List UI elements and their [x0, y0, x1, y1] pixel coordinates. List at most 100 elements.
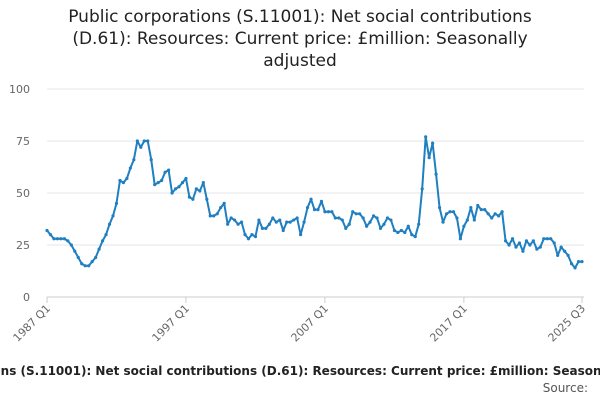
data-point: [569, 262, 574, 266]
data-point: [187, 195, 192, 199]
data-point: [48, 233, 53, 237]
data-point: [406, 224, 410, 228]
data-point: [305, 205, 310, 210]
data-point: [104, 233, 108, 237]
data-point: [212, 214, 216, 218]
data-point: [545, 237, 549, 241]
data-point: [239, 220, 244, 224]
data-point: [576, 260, 581, 264]
data-point: [166, 168, 171, 172]
data-point: [351, 210, 355, 214]
data-point: [476, 203, 480, 208]
data-point: [45, 228, 49, 233]
data-point: [385, 216, 390, 220]
x-tick-label: 2025 Q3: [546, 302, 589, 345]
data-point: [83, 264, 87, 268]
data-point: [528, 243, 532, 247]
source-label: Source:: [542, 381, 588, 395]
data-point: [66, 239, 70, 243]
data-point: [177, 185, 181, 189]
data-point: [365, 224, 369, 228]
data-point: [201, 181, 205, 185]
data-point: [260, 226, 264, 230]
data-point: [347, 222, 351, 226]
data-point: [288, 220, 292, 224]
data-point: [420, 187, 424, 191]
data-point: [173, 187, 178, 191]
data-point: [191, 197, 195, 201]
y-tick-label: 25: [16, 239, 30, 252]
y-tick-label: 75: [16, 135, 30, 148]
data-point: [469, 205, 473, 210]
data-point: [121, 181, 126, 185]
data-point: [62, 237, 66, 241]
data-point: [208, 214, 212, 218]
data-point: [264, 226, 268, 230]
data-point: [396, 230, 400, 235]
data-point: [392, 228, 396, 233]
data-point: [274, 220, 278, 224]
chart-title-line-3: adjusted: [263, 51, 337, 71]
data-point: [563, 249, 567, 253]
data-point: [375, 216, 379, 220]
data-point: [142, 139, 146, 143]
data-point: [559, 245, 563, 249]
data-point: [556, 253, 560, 257]
data-point: [215, 212, 219, 216]
data-point: [226, 222, 230, 226]
data-point: [361, 216, 365, 220]
data-point: [278, 218, 282, 222]
data-point: [497, 214, 501, 218]
data-point: [76, 255, 80, 260]
data-point: [573, 266, 577, 270]
data-point: [451, 210, 456, 214]
data-point: [309, 197, 313, 201]
data-point: [97, 247, 101, 251]
data-point: [535, 247, 539, 251]
data-point: [153, 183, 157, 187]
data-point: [73, 249, 77, 253]
data-point: [107, 222, 112, 226]
data-point: [90, 260, 94, 264]
data-point: [503, 239, 508, 243]
data-point: [566, 253, 570, 257]
data-point: [295, 216, 299, 220]
data-point: [403, 230, 407, 235]
data-point: [378, 226, 383, 230]
x-tick-label: 2007 Q1: [289, 302, 332, 345]
data-point: [549, 237, 553, 241]
data-point: [483, 208, 487, 212]
data-point: [246, 237, 251, 241]
data-point: [371, 214, 376, 218]
data-point: [441, 220, 445, 224]
data-point: [417, 222, 421, 226]
data-point: [170, 191, 174, 195]
data-point: [344, 226, 348, 230]
data-point: [114, 201, 119, 205]
data-point: [87, 264, 91, 268]
data-point: [538, 245, 542, 249]
data-point: [479, 208, 483, 212]
data-point: [229, 216, 233, 220]
data-point: [135, 139, 139, 143]
data-point: [465, 218, 469, 222]
data-point: [302, 220, 306, 224]
x-tick-label: 2017 Q1: [427, 302, 470, 345]
data-point: [267, 222, 271, 226]
data-point: [399, 228, 403, 233]
data-point: [358, 212, 362, 216]
data-point: [299, 233, 303, 237]
data-point: [389, 218, 393, 222]
data-point: [52, 237, 56, 241]
data-point: [163, 170, 167, 174]
data-point: [490, 216, 494, 220]
legend-label: Public corporations (S.11001): Net socia…: [0, 364, 600, 378]
data-point: [118, 178, 122, 183]
data-point: [253, 235, 258, 239]
data-point: [219, 205, 223, 210]
data-point: [271, 216, 275, 220]
data-point: [458, 237, 463, 241]
data-point: [149, 158, 153, 162]
data-point: [382, 222, 386, 226]
data-point: [194, 187, 198, 191]
